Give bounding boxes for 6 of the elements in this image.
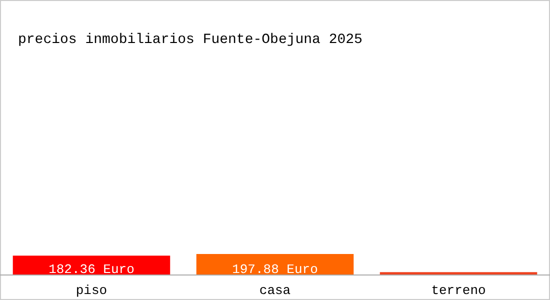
x-tick-label: casa — [259, 283, 291, 298]
x-tick-label: terreno — [431, 283, 486, 298]
data-label: 197.88 Euro — [232, 262, 318, 277]
x-tick-label: piso — [76, 283, 108, 298]
chart-title: precios inmobiliarios Fuente-Obejuna 2025 — [18, 32, 362, 48]
data-label: 182.36 Euro — [48, 262, 134, 277]
